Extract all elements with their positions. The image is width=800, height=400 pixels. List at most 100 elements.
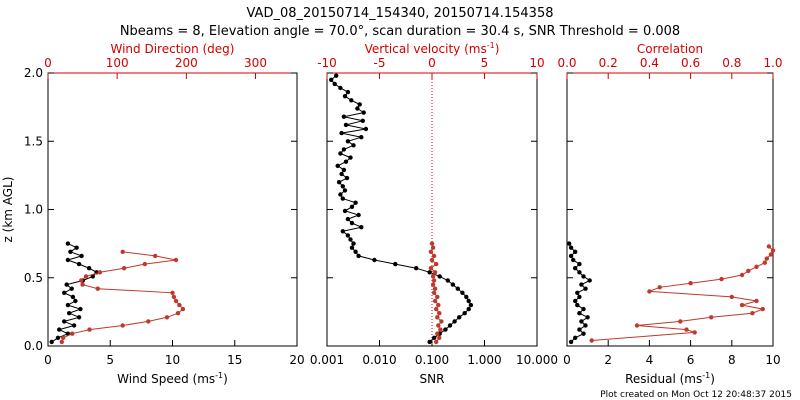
data-point-residual [573,266,578,271]
data-point-wind-direction [83,274,89,279]
data-point-snr [343,159,349,164]
data-point-vertical-velocity [429,257,435,263]
data-point-correlation [589,338,594,343]
data-point-snr [457,315,462,320]
x-tick-label: 10 [765,353,780,367]
top-tick-label: 0.2 [599,56,618,70]
data-point-wind-speed [69,286,74,291]
data-point-snr [345,89,351,95]
data-point-correlation [770,248,776,253]
data-point-correlation [692,330,697,335]
data-point-wind-direction [79,278,84,283]
x-tick-label: 1.000 [467,353,501,367]
data-point-snr [353,249,358,254]
data-point-correlation [634,323,640,328]
data-point-residual [583,286,588,291]
data-point-wind-speed [70,294,76,300]
data-point-vertical-velocity [437,311,442,316]
data-point-snr [341,114,347,119]
data-point-vertical-velocity [431,290,437,295]
top-tick-label: 0 [428,56,436,70]
data-point-wind-speed [74,245,79,250]
x-tick-label: 0.100 [415,353,449,367]
data-point-wind-direction [120,249,125,254]
data-point-wind-speed [49,339,54,345]
data-point-residual [587,278,592,283]
x-tick-label: 6 [687,353,695,367]
data-point-correlation [739,272,745,278]
data-point-correlation [657,285,662,290]
data-point-snr [414,266,419,271]
data-point-snr [335,163,340,168]
data-point-snr [447,323,453,328]
data-point-wind-direction [177,302,182,308]
data-point-residual [577,294,582,300]
data-point-snr [455,286,460,291]
data-point-vertical-velocity [430,282,436,287]
data-point-residual [573,249,578,254]
data-point-snr [339,130,344,136]
data-point-wind-direction [164,315,170,320]
data-point-wind-speed [65,241,71,246]
top-tick-label: 0.6 [681,56,700,70]
data-point-snr [338,192,343,197]
data-point-correlation [766,244,772,249]
x-tick-label: 0.010 [362,353,396,367]
data-point-snr [450,282,456,287]
data-point-residual [577,261,582,267]
data-point-snr [342,188,348,193]
data-point-correlation [760,306,765,312]
footer-timestamp: Plot created on Mon Oct 12 20:48:37 2015 [600,390,792,400]
data-point-snr [427,270,432,275]
data-point-vertical-velocity [430,245,436,250]
data-point-residual [566,241,572,246]
data-point-correlation [688,281,693,286]
data-point-snr [372,257,377,263]
residual-panel: 0 2 4 6 8 10 Residual (ms-1) 0.0 0.2 0.4 0.6 0.8 1.0… [557,42,782,386]
data-point-snr [452,319,457,324]
data-point-snr [345,139,351,144]
data-point-snr [462,311,467,316]
data-point-snr [345,216,351,222]
data-point-snr [443,327,448,332]
data-point-vertical-velocity [430,274,436,279]
data-point-wind-direction [170,290,175,295]
data-point-wind-speed [68,249,73,254]
data-point-vertical-velocity [429,241,435,246]
data-point-snr [349,245,355,250]
data-point-wind-speed [57,327,62,332]
data-point-snr [343,122,349,128]
data-point-residual [583,323,588,328]
data-point-snr [338,85,343,91]
data-point-vertical-velocity [434,306,439,312]
y-tick-label: 0.5 [24,271,43,285]
data-point-vertical-velocity [439,319,444,324]
data-point-vertical-velocity [432,286,438,291]
x-tick-label: 15 [227,353,242,367]
data-point-snr [339,171,344,177]
data-point-vertical-velocity [434,339,439,345]
data-point-vertical-velocity [431,278,437,283]
data-point-snr [427,339,432,345]
data-point-residual [573,335,578,340]
data-point-wind-speed [78,306,83,312]
wind-panel: 0.0 0.5 1.0 1.5 2.0 z (km AGL) 0 5 10 15 20 Wind Sp… [1,42,305,386]
data-point-wind-direction [80,282,85,287]
data-point-wind-speed [90,274,96,279]
top-tick-label: -5 [374,56,386,70]
data-point-vertical-velocity [432,270,438,275]
data-point-wind-speed [65,302,71,308]
data-point-snr [466,298,471,304]
data-point-residual [579,319,584,324]
data-point-residual [579,282,584,287]
data-point-snr [344,175,350,181]
data-point-correlation [746,268,751,274]
data-point-residual [581,306,586,312]
data-point-snr [342,94,348,99]
y-tick-label: 0.0 [24,339,43,353]
data-point-wind-direction [142,261,147,267]
data-point-correlation [754,298,759,304]
data-point-snr [468,302,474,308]
data-point-snr [348,155,353,160]
data-point-wind-direction [87,327,92,332]
